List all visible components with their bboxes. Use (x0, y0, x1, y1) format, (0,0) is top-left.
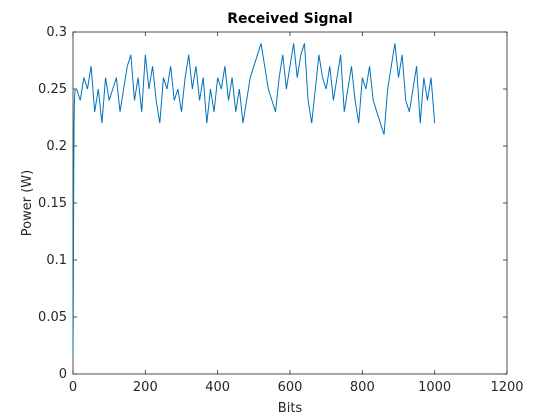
y-tick-label: 0.15 (38, 196, 67, 211)
y-tick-label: 0.3 (46, 25, 67, 40)
x-tick-label: 600 (278, 380, 303, 395)
x-tick-label: 1200 (490, 380, 523, 395)
x-tick-label: 0 (69, 380, 77, 395)
y-tick-label: 0.05 (38, 310, 67, 325)
signal-line (72, 43, 436, 357)
x-tick-label: 1000 (418, 380, 451, 395)
x-axis-label: Bits (278, 401, 303, 416)
axes-box (72, 31, 508, 375)
y-tick-label: 0 (59, 367, 67, 382)
y-tick-label: 0.2 (46, 139, 67, 154)
x-tick-label: 400 (205, 380, 230, 395)
x-tick-label: 200 (133, 380, 158, 395)
x-tick-label: 800 (350, 380, 375, 395)
y-axis-label: Power (W) (20, 170, 35, 236)
y-tick-label: 0.1 (46, 253, 67, 268)
chart-title: Received Signal (227, 11, 353, 27)
y-tick-label: 0.25 (38, 82, 67, 97)
